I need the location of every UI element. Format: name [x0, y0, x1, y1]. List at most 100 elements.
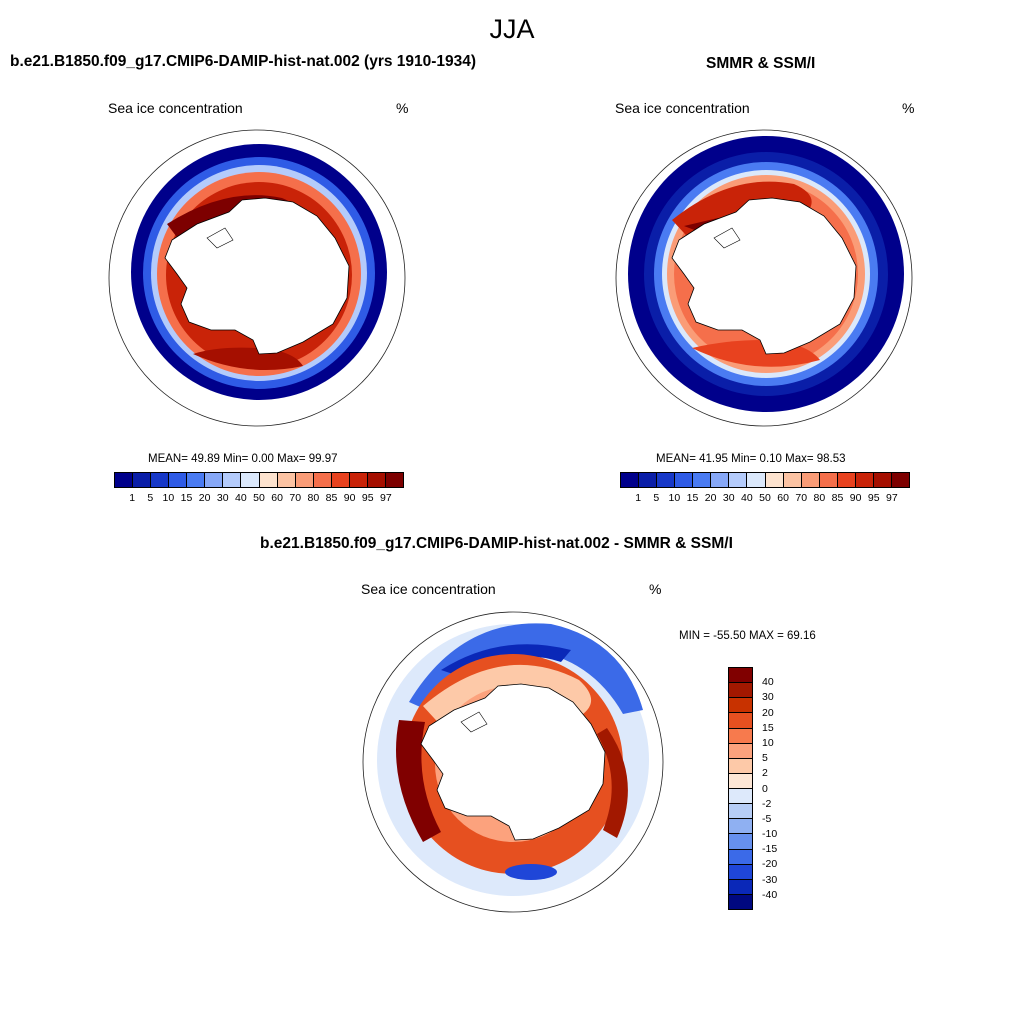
colorbar-box [783, 473, 802, 487]
colorbar-tick-label: 95 [361, 492, 374, 504]
colorbar-tick-label: -15 [762, 843, 778, 856]
colorbar-tick-label: 50 [253, 492, 265, 504]
colorbar-box [729, 773, 752, 789]
colorbar-box [657, 473, 676, 487]
panel-2-stats: MEAN= 41.95 Min= 0.10 Max= 98.53 [656, 453, 846, 465]
colorbar-tick-label: 85 [831, 492, 844, 504]
colorbar-tick-label: 5 [653, 492, 660, 504]
colorbar-box [729, 849, 752, 865]
panel-3-polar-map [362, 611, 664, 913]
colorbar-tick-label: 15 [762, 721, 774, 734]
panel-3-variable-label: Sea ice concentration [361, 581, 496, 597]
colorbar-box [747, 473, 766, 487]
colorbar-tick-label: 20 [762, 706, 774, 719]
colorbar-box [729, 743, 752, 759]
panel-2-colorbar [620, 472, 910, 488]
colorbar-tick-label: 20 [198, 492, 211, 504]
colorbar-tick-label: 80 [307, 492, 320, 504]
colorbar-box [819, 473, 838, 487]
panel-2-polar-map [615, 129, 913, 427]
colorbar-box [729, 894, 752, 909]
colorbar-box [639, 473, 658, 487]
colorbar-tick-label: 10 [162, 492, 175, 504]
colorbar-tick-label: 0 [762, 782, 768, 795]
colorbar-box [205, 473, 224, 487]
colorbar-box [675, 473, 694, 487]
colorbar-tick-label: -20 [762, 858, 778, 871]
panel-3-title: b.e21.B1850.f09_g17.CMIP6-DAMIP-hist-nat… [260, 535, 733, 552]
colorbar-tick-label: -5 [762, 812, 772, 825]
colorbar-box [729, 758, 752, 774]
colorbar-box [729, 473, 748, 487]
colorbar-box [729, 864, 752, 880]
colorbar-box [259, 473, 278, 487]
colorbar-box [169, 473, 188, 487]
colorbar-box [729, 789, 752, 805]
panel-1-colorbar [114, 472, 404, 488]
colorbar-box [711, 473, 730, 487]
panel-3-unit-label: % [649, 581, 662, 597]
colorbar-box [729, 879, 752, 895]
colorbar-tick-label: 10 [668, 492, 681, 504]
colorbar-tick-label: -2 [762, 797, 772, 810]
colorbar-tick-label: 90 [849, 492, 862, 504]
colorbar-tick-label: 70 [289, 492, 302, 504]
colorbar-box [837, 473, 856, 487]
colorbar-tick-label: 85 [325, 492, 338, 504]
panel-2-title: SMMR & SSM/I [706, 55, 816, 72]
colorbar-tick-label: 1 [129, 492, 136, 504]
colorbar-box [151, 473, 170, 487]
colorbar-box [855, 473, 874, 487]
colorbar-tick-label: 30 [762, 691, 774, 704]
colorbar-box [729, 713, 752, 729]
panel-2-colorbar-ticks: 1 5 10 15 20 30 40 50 60 70 80 85 90 95 97 [620, 492, 910, 506]
colorbar-box [729, 683, 752, 699]
colorbar-tick-label: 40 [235, 492, 247, 504]
colorbar-box [367, 473, 386, 487]
panel-1-polar-map [108, 129, 406, 427]
colorbar-tick-label: 40 [741, 492, 753, 504]
colorbar-tick-label: 15 [686, 492, 699, 504]
panel-1-variable-label: Sea ice concentration [108, 100, 243, 116]
colorbar-box [729, 834, 752, 850]
colorbar-tick-label: 50 [759, 492, 771, 504]
colorbar-box [729, 698, 752, 714]
colorbar-box [891, 473, 909, 487]
panel-2-unit-label: % [902, 100, 915, 116]
colorbar-tick-label: 80 [813, 492, 826, 504]
colorbar-tick-label: 95 [867, 492, 880, 504]
colorbar-box [331, 473, 350, 487]
colorbar-tick-label: 5 [762, 752, 768, 765]
colorbar-tick-label: -30 [762, 873, 778, 886]
colorbar-box [277, 473, 296, 487]
colorbar-box [133, 473, 152, 487]
colorbar-tick-label: 30 [722, 492, 735, 504]
colorbar-box [223, 473, 242, 487]
colorbar-box [801, 473, 820, 487]
colorbar-tick-label: -40 [762, 888, 778, 901]
colorbar-tick-label: -10 [762, 828, 778, 841]
colorbar-box [349, 473, 368, 487]
colorbar-tick-label: 97 [886, 492, 898, 504]
panel-1-colorbar-ticks: 1 5 10 15 20 30 40 50 60 70 80 85 90 95 97 [114, 492, 404, 506]
panel-2-variable-label: Sea ice concentration [615, 100, 750, 116]
colorbar-tick-label: 60 [271, 492, 283, 504]
panel-1-title: b.e21.B1850.f09_g17.CMIP6-DAMIP-hist-nat… [10, 53, 477, 70]
colorbar-box [313, 473, 332, 487]
colorbar-tick-label: 1 [635, 492, 642, 504]
colorbar-box [765, 473, 784, 487]
colorbar-tick-label: 10 [762, 736, 774, 749]
colorbar-box [729, 804, 752, 820]
colorbar-tick-label: 97 [380, 492, 392, 504]
colorbar-box [873, 473, 892, 487]
panel-3-colorbar-ticks: 40 30 20 15 10 5 2 0 -2 -5 -10 -15 -20 -30 -40 [728, 667, 788, 910]
panel-3-colorbar [728, 667, 753, 910]
colorbar-tick-label: 90 [343, 492, 356, 504]
panel-3-minmax: MIN = -55.50 MAX = 69.16 [679, 630, 816, 642]
colorbar-tick-label: 2 [762, 767, 768, 780]
colorbar-box [693, 473, 712, 487]
colorbar-box [729, 819, 752, 835]
panel-1-stats: MEAN= 49.89 Min= 0.00 Max= 99.97 [148, 453, 338, 465]
colorbar-tick-label: 20 [704, 492, 717, 504]
colorbar-tick-label: 15 [180, 492, 193, 504]
